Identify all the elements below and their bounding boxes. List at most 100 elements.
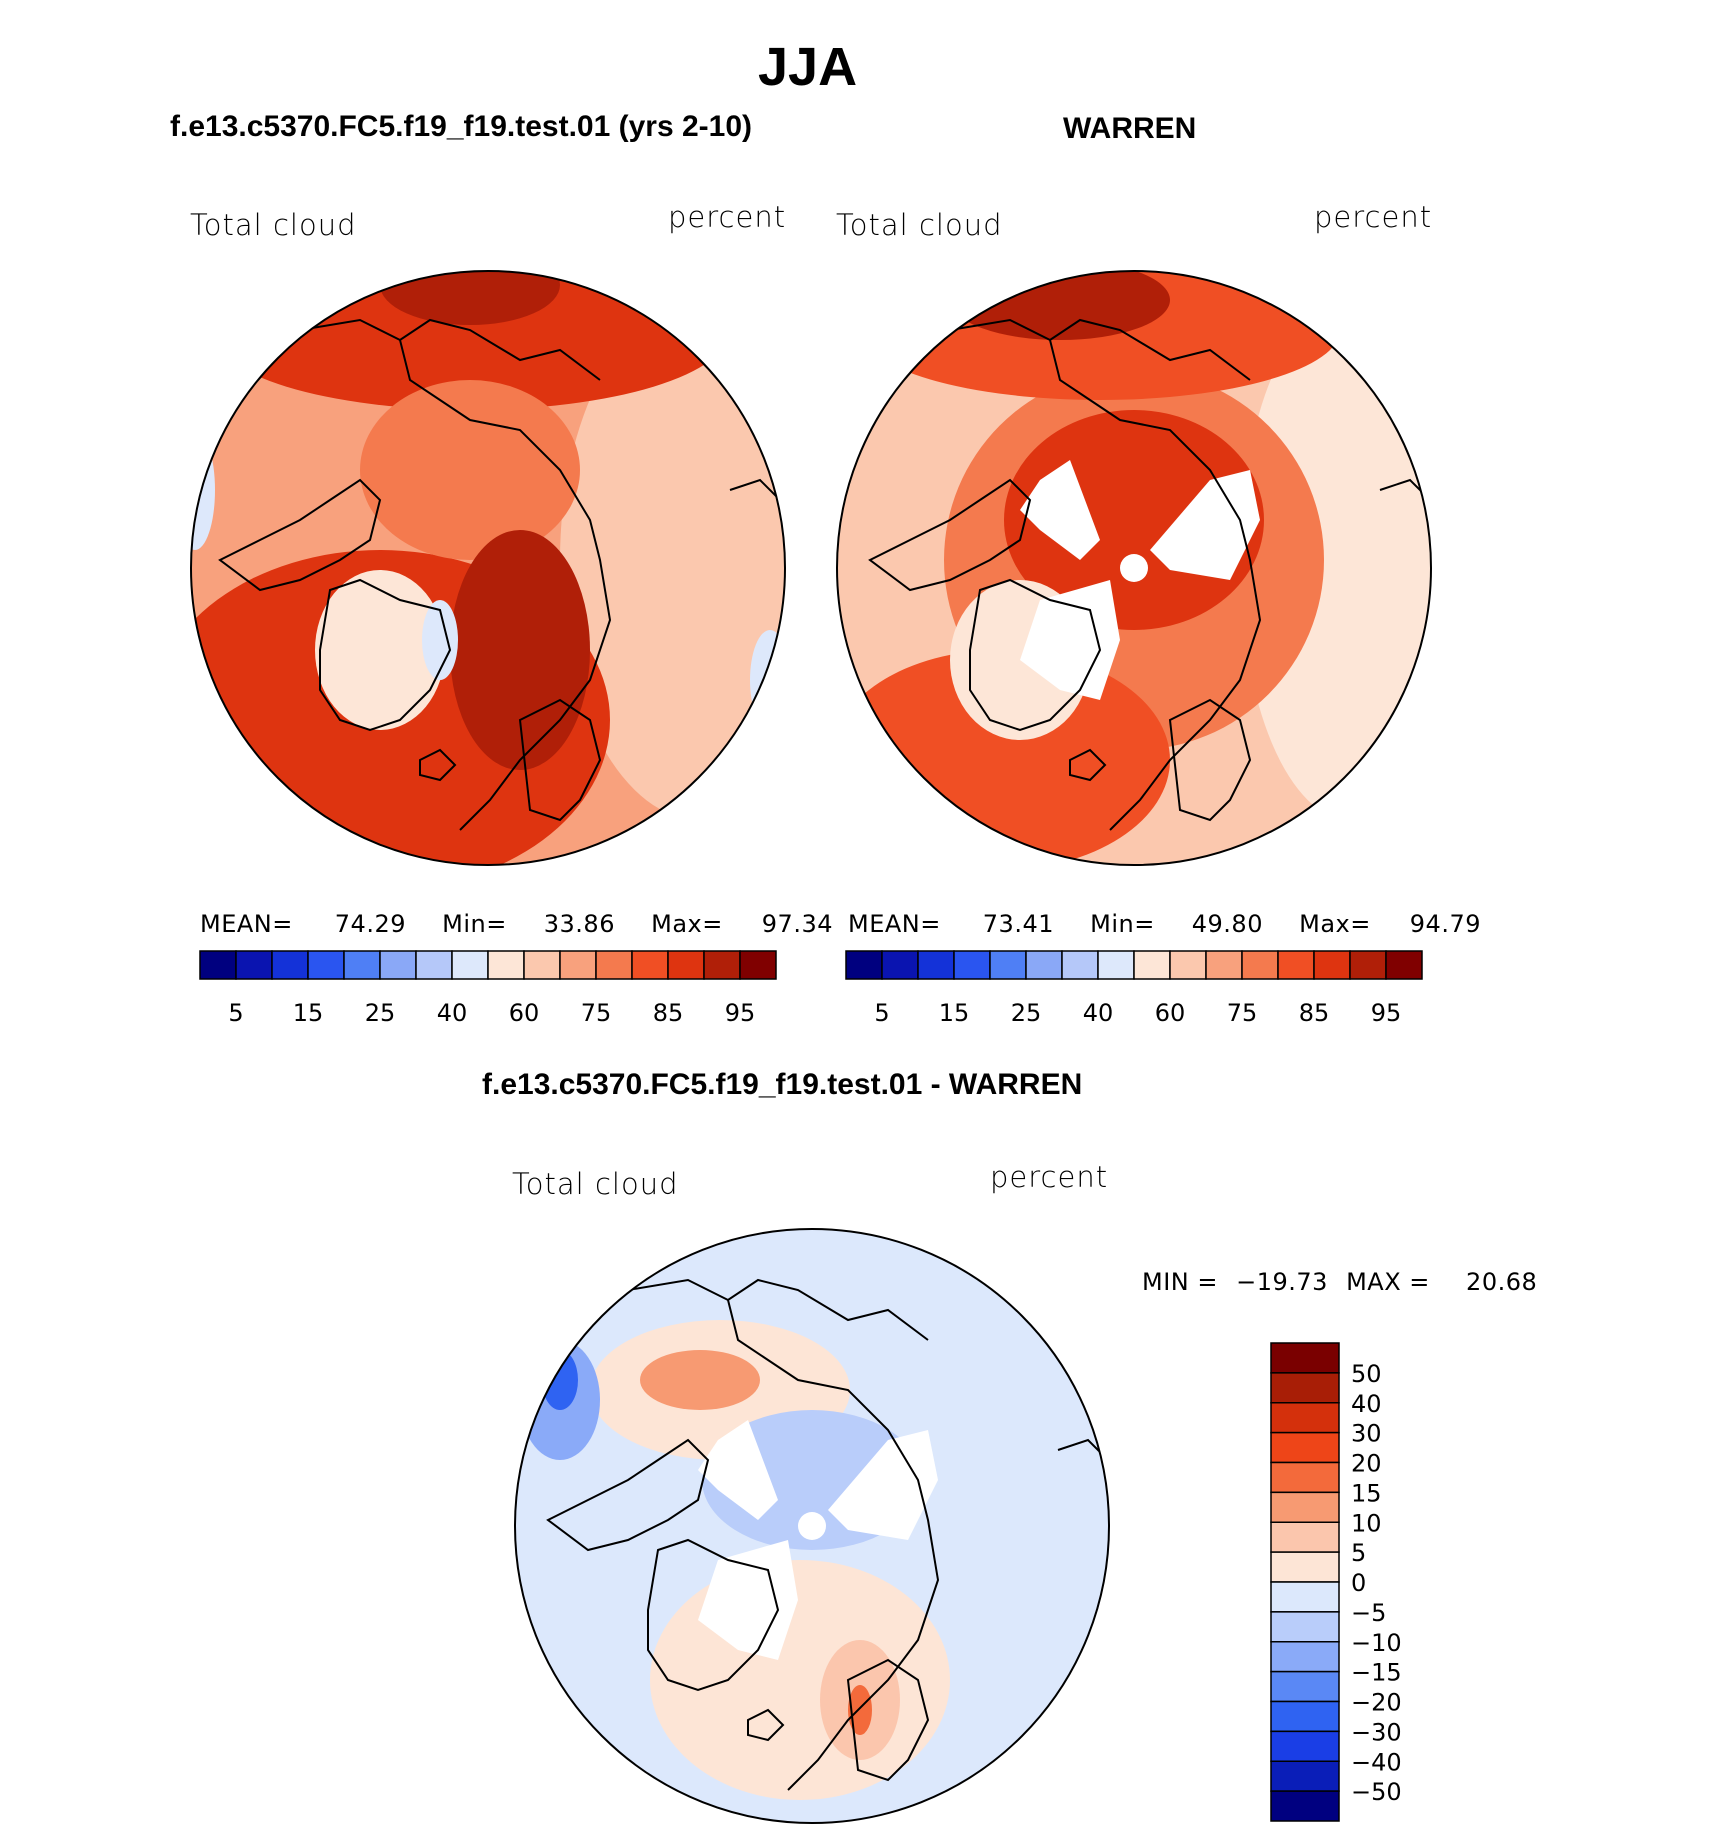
obs-stats: MEAN= 73.41 Min= 49.80 Max= 94.79 [848,910,1481,938]
diff-colorbar-swatch [1270,1491,1340,1523]
obs-missing-canada [1020,460,1100,560]
diff-colorbar-tick: −50 [1351,1778,1402,1806]
diff-colorbar-tick: −30 [1351,1718,1402,1746]
model-colorbar-tick: 15 [293,999,324,1027]
obs-colorbar-tick: 25 [1011,999,1042,1027]
diff-colorbar-swatch [1270,1551,1340,1583]
model-colorbar-tick: 40 [437,999,468,1027]
diff-colorbar-swatch [1270,1760,1340,1792]
obs-mean-label: MEAN= [848,910,941,938]
model-colorbar-swatch [559,950,597,980]
diff-colorbar-swatch [1270,1342,1340,1374]
diff-colorbar-swatch [1270,1402,1340,1434]
model-field-greenland [315,570,445,730]
model-stats: MEAN= 74.29 Min= 33.86 Max= 97.34 [200,910,833,938]
diff-colorbar-tick: −20 [1351,1689,1402,1717]
model-colorbar-tick: 25 [365,999,396,1027]
diff-colorbar-swatch [1270,1670,1340,1703]
model-field-arctic [360,380,580,560]
model-max-label: Max= [651,910,723,938]
diff-colorbar-tick: 30 [1351,1420,1382,1448]
diff-stats: MIN = −19.73 MAX = 20.68 [1142,1268,1537,1296]
model-colorbar-swatch [235,950,273,980]
diff-missing-siberia [828,1430,938,1540]
model-max-value: 97.34 [761,910,833,938]
diff-colorbar-tick: −10 [1351,1629,1402,1657]
figure-title: JJA [758,37,858,97]
obs-colorbar-tick: 60 [1155,999,1186,1027]
obs-missing-siberia [1150,470,1260,580]
diff-variable-label: Total cloud [512,1167,679,1201]
model-field-greenland-sea [450,530,590,770]
diff-colorbar-swatch [1270,1461,1340,1494]
right-panel-title: WARREN [1063,112,1197,145]
diff-colorbar-tick: 10 [1351,1509,1382,1537]
diff-max-value: 20.68 [1466,1268,1538,1296]
diff-panel-title: f.e13.c5370.FC5.f19_f19.test.01 - WARREN [482,1068,1083,1101]
obs-mean-value: 73.41 [982,910,1054,938]
diff-max-label: MAX = [1346,1268,1430,1296]
diff-colorbar-swatch [1270,1372,1340,1404]
left-units-label: percent [668,200,787,234]
model-min-label: Min= [442,910,507,938]
diff-colorbar-tick: 0 [1351,1569,1366,1597]
diff-min-label: MIN = [1142,1268,1218,1296]
obs-min-value: 49.80 [1191,910,1263,938]
obs-map-border [836,270,1432,866]
model-colorbar-swatch [631,950,669,980]
obs-colorbar-swatch [1385,950,1423,980]
diff-colorbar-swatch [1270,1641,1340,1673]
model-colorbar-tick: 75 [581,999,612,1027]
obs-colorbar-swatch [917,950,955,980]
model-colorbar-swatch [487,950,525,980]
model-coastlines [218,318,781,831]
diff-field-pos-scandinavia-core [848,1685,872,1735]
diff-colorbar-tick: 5 [1351,1539,1366,1567]
diff-colorbar-swatch [1270,1581,1340,1613]
diff-colorbar-tick: 40 [1351,1390,1382,1418]
diff-colorbar-swatch [1270,1431,1340,1464]
diff-colorbar-tick: −40 [1351,1748,1402,1776]
diff-map-border [514,1228,1110,1824]
diff-colorbar-tick: 20 [1351,1450,1382,1478]
diff-colorbar-swatch [1270,1790,1340,1822]
right-units-label: percent [1314,200,1433,234]
diff-min-value: −19.73 [1236,1268,1328,1296]
right-variable-label: Total cloud [836,208,1003,242]
diff-missing-canada [698,1420,778,1520]
model-colorbar-tick: 5 [228,999,243,1027]
obs-missing-pole [1120,554,1148,582]
obs-colorbar-swatch [1097,950,1135,980]
obs-max-label: Max= [1299,910,1371,938]
obs-colorbar-swatch [1349,950,1387,980]
model-colorbar-swatch [739,950,777,980]
obs-coastlines [868,318,1431,831]
obs-min-label: Min= [1090,910,1155,938]
obs-colorbar-tick: 5 [874,999,889,1027]
diff-colorbar-swatch [1270,1611,1340,1643]
obs-colorbar-swatch [989,950,1027,980]
obs-colorbar-swatch [1277,950,1315,980]
obs-colorbar-tick: 85 [1299,999,1330,1027]
obs-colorbar-tick: 40 [1083,999,1114,1027]
model-colorbar-tick: 60 [509,999,540,1027]
model-colorbar-swatch [199,950,237,980]
obs-max-value: 94.79 [1409,910,1481,938]
obs-colorbar-swatch [1169,950,1207,980]
model-mean-value: 74.29 [334,910,406,938]
obs-colorbar-swatch [881,950,919,980]
obs-colorbar-swatch [1313,950,1351,980]
model-colorbar-tick: 95 [725,999,756,1027]
diff-missing-greenland [698,1540,798,1660]
obs-colorbar-tick: 95 [1371,999,1402,1027]
left-variable-label: Total cloud [190,208,357,242]
model-mean-label: MEAN= [200,910,293,938]
model-colorbar-swatch [415,950,453,980]
obs-colorbar-swatch [1133,950,1171,980]
